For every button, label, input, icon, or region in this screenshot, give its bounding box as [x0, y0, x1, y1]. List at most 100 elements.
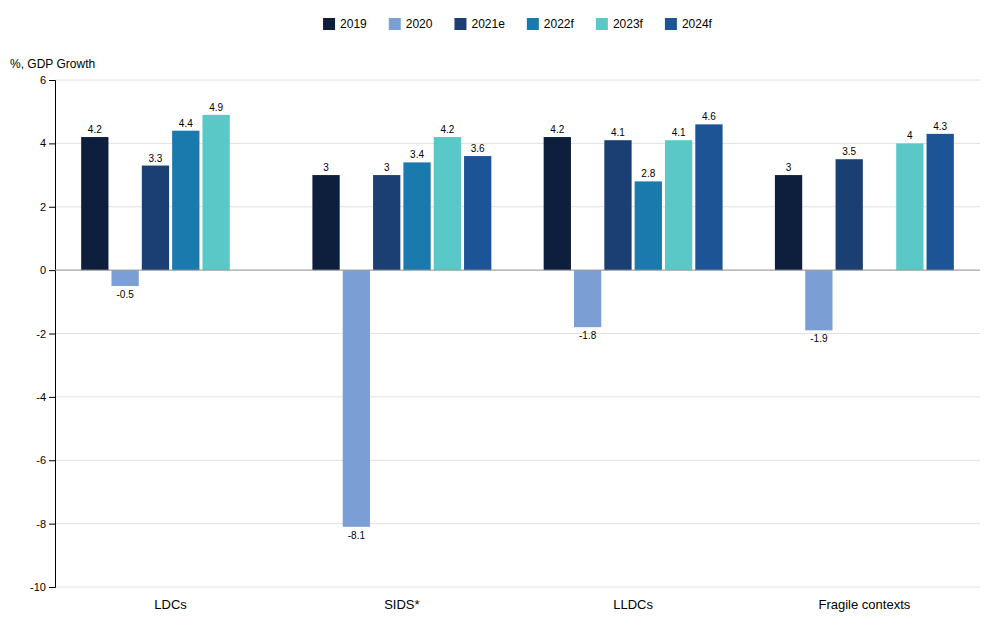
- x-axis-labels: LDCsSIDS*LLDCsFragile contexts: [154, 597, 910, 612]
- legend: 2019 2020 2021e 2022f 2023f 2024f: [323, 17, 713, 31]
- data-label: -0.5: [117, 289, 135, 300]
- bar: [142, 166, 169, 271]
- bar: [373, 175, 400, 270]
- grid-line: [55, 270, 980, 271]
- data-label: 4.2: [550, 124, 564, 135]
- chart: -10-8-6-4-202464.234.23-0.5-8.1-1.8-1.93…: [0, 0, 1000, 627]
- data-label: 2.8: [641, 168, 655, 179]
- y-tick-mark: [49, 587, 55, 588]
- category-label: LDCs: [154, 597, 187, 612]
- y-tick-label: 4: [40, 137, 46, 149]
- grid-line: [55, 523, 980, 524]
- y-tick-label: -4: [36, 391, 46, 403]
- y-tick: -10: [30, 581, 55, 593]
- data-label: 3.3: [149, 153, 163, 164]
- y-tick: -8: [36, 518, 55, 530]
- y-tick: -2: [36, 328, 55, 340]
- data-label: 4.4: [179, 118, 193, 129]
- bar: [202, 115, 229, 270]
- zero-line: [55, 270, 980, 271]
- y-axis-title: %, GDP Growth: [10, 57, 95, 71]
- y-tick: -6: [36, 454, 55, 466]
- data-label: 4.6: [702, 111, 716, 122]
- bar: [665, 140, 692, 270]
- grid-line: [55, 333, 980, 334]
- y-tick-label: 2: [40, 201, 46, 213]
- bar: [775, 175, 802, 270]
- y-tick: 6: [40, 74, 55, 86]
- data-label: 3.5: [842, 146, 856, 157]
- data-label: 4.3: [933, 121, 947, 132]
- data-label: 3.6: [471, 143, 485, 154]
- category-label: Fragile contexts: [818, 597, 910, 612]
- legend-swatch: [454, 18, 466, 30]
- y-tick-mark: [49, 143, 55, 144]
- grid-line: [55, 460, 980, 461]
- y-tick-mark: [49, 397, 55, 398]
- bar: [805, 270, 832, 330]
- legend-item: 2021e: [454, 17, 505, 31]
- data-label: 3.4: [410, 149, 424, 160]
- y-tick-mark: [49, 80, 55, 81]
- bar: [434, 137, 461, 270]
- bar: [343, 270, 370, 527]
- y-tick: 2: [40, 201, 55, 213]
- bar: [635, 181, 662, 270]
- data-label: 3: [323, 162, 329, 173]
- grid-line: [55, 587, 980, 588]
- legend-item: 2020: [389, 17, 433, 31]
- legend-swatch: [665, 18, 677, 30]
- legend-item: 2022f: [527, 17, 575, 31]
- y-tick: 4: [40, 137, 55, 149]
- y-tick: -4: [36, 391, 55, 403]
- legend-swatch: [389, 18, 401, 30]
- bar: [111, 270, 138, 286]
- data-label: 3: [786, 162, 792, 173]
- y-tick-mark: [49, 524, 55, 525]
- bar: [927, 134, 954, 270]
- category-label: LLDCs: [613, 597, 653, 612]
- y-tick-label: 6: [40, 74, 46, 86]
- legend-swatch: [596, 18, 608, 30]
- y-tick-label: 0: [40, 264, 46, 276]
- data-label: -1.8: [579, 330, 597, 341]
- legend-item: 2024f: [665, 17, 713, 31]
- bar: [464, 156, 491, 270]
- bar: [836, 159, 863, 270]
- bar: [81, 137, 108, 270]
- y-tick-label: -2: [36, 328, 46, 340]
- bar: [312, 175, 339, 270]
- grid-line: [55, 396, 980, 397]
- y-tick-label: -10: [30, 581, 46, 593]
- data-label: 4.2: [440, 124, 454, 135]
- y-tick-mark: [49, 270, 55, 271]
- y-tick-mark: [49, 334, 55, 335]
- data-label: -1.9: [810, 333, 828, 344]
- grid: [55, 80, 980, 587]
- data-label: 4.9: [209, 102, 223, 113]
- bar: [574, 270, 601, 327]
- bar: [695, 124, 722, 270]
- data-label: 3: [384, 162, 390, 173]
- legend-item: 2019: [323, 17, 367, 31]
- data-label: 4.2: [88, 124, 102, 135]
- y-tick-label: -8: [36, 518, 46, 530]
- y-axis-line: [49, 81, 56, 588]
- bar: [604, 140, 631, 270]
- plot: -10-8-6-4-202464.234.23-0.5-8.1-1.8-1.93…: [30, 74, 980, 612]
- bar: [896, 143, 923, 270]
- data-labels: 4.234.23-0.5-8.1-1.8-1.93.334.13.54.43.4…: [88, 102, 948, 541]
- data-label: 4.1: [611, 127, 625, 138]
- y-tick-mark: [49, 207, 55, 208]
- y-tick: 0: [40, 264, 55, 276]
- legend-label: 2024f: [682, 17, 713, 31]
- grid-line: [55, 80, 980, 81]
- legend-swatch: [323, 18, 335, 30]
- bar: [172, 131, 199, 270]
- legend-label: 2019: [340, 17, 367, 31]
- data-label: 4.1: [672, 127, 686, 138]
- bar: [403, 162, 430, 270]
- bars: [81, 115, 954, 527]
- legend-label: 2021e: [471, 17, 505, 31]
- legend-item: 2023f: [596, 17, 644, 31]
